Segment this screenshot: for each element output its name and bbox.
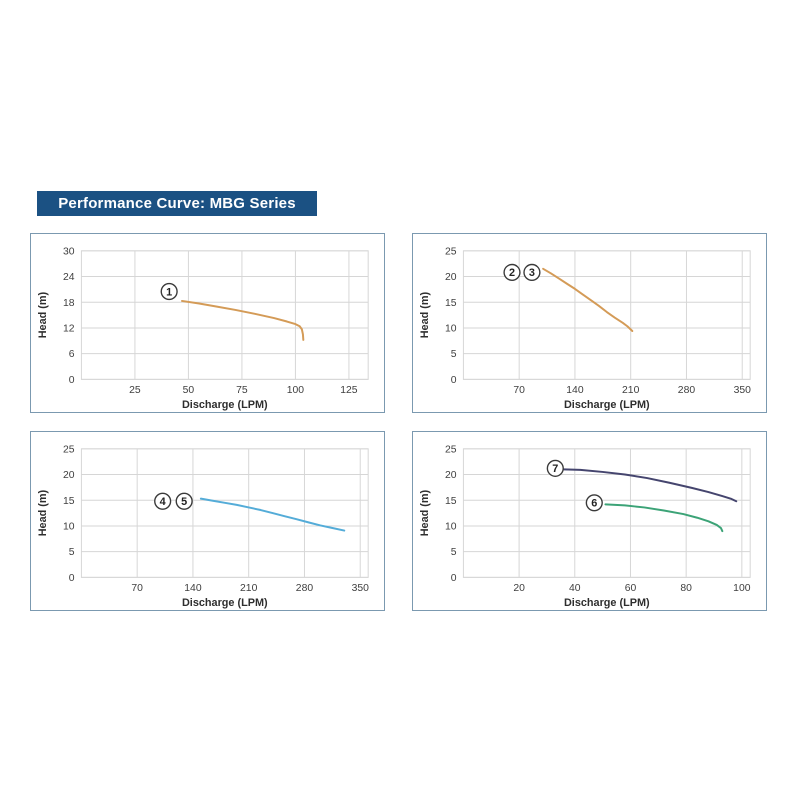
y-tick-label: 30: [63, 246, 75, 257]
curve-label-6: 6: [585, 494, 603, 512]
y-tick-label: 18: [63, 298, 75, 309]
chart-panel-pump-4-5: 0 5 10 15 20 25 70 140 210 280 350 Discharge (LPM) H…: [30, 431, 385, 611]
x-tick-label: 100: [733, 583, 751, 594]
x-tick-label: 40: [569, 583, 581, 594]
x-tick-label: 140: [184, 583, 202, 594]
curve-6: [604, 503, 724, 533]
svg-text:5: 5: [181, 496, 187, 508]
svg-text:7: 7: [552, 463, 558, 475]
y-tick-label: 0: [69, 573, 75, 584]
grid: [462, 448, 751, 578]
curve-label-2: 2: [503, 263, 521, 282]
svg-text:6: 6: [591, 498, 597, 510]
x-tick-label: 350: [352, 583, 370, 594]
curve-2-3: [542, 267, 634, 332]
x-tick-label: 70: [131, 583, 143, 594]
y-axis-title: Head (m): [37, 291, 49, 338]
chart-panel-pump-2-3: 0 5 10 15 20 25 70 140 210 280 350 Discharge (LPM) H…: [412, 233, 767, 413]
axis-ticks: 0 5 10 15 20 25 20 40 60 80 100: [445, 444, 751, 594]
x-tick-label: 50: [183, 385, 195, 396]
y-tick-label: 0: [69, 375, 75, 386]
y-tick-label: 25: [63, 444, 75, 455]
x-tick-label: 140: [566, 385, 584, 396]
y-tick-label: 20: [445, 272, 457, 283]
curve-label-4: 4: [154, 492, 172, 510]
y-tick-label: 10: [63, 522, 75, 533]
y-tick-label: 0: [451, 573, 457, 584]
x-tick-label: 125: [340, 385, 358, 396]
svg-text:3: 3: [529, 267, 535, 279]
x-tick-label: 100: [287, 385, 305, 396]
x-axis-title: Discharge (LPM): [564, 399, 650, 411]
curve-1: [180, 299, 305, 341]
grid: [80, 448, 369, 578]
y-axis-title: Head (m): [37, 489, 49, 536]
chart-canvas: 0 6 12 18 24 30 25 50 75 100 125 Discharge (LPM) Hea…: [37, 246, 369, 411]
y-tick-label: 10: [445, 522, 457, 533]
y-tick-label: 12: [63, 324, 75, 335]
x-axis-title: Discharge (LPM): [564, 597, 650, 609]
x-tick-label: 280: [678, 385, 696, 396]
curve-label-3: 3: [523, 263, 541, 282]
chart-canvas: 0 5 10 15 20 25 70 140 210 280 350 Discharge (LPM) H…: [419, 246, 751, 411]
y-tick-label: 25: [445, 444, 457, 455]
x-axis-title: Discharge (LPM): [182, 399, 268, 411]
x-tick-label: 20: [513, 583, 525, 594]
page-title: Performance Curve: MBG Series: [37, 191, 317, 216]
y-axis-title: Head (m): [419, 489, 431, 536]
curve-7: [562, 468, 738, 503]
x-tick-label: 210: [240, 583, 258, 594]
axis-ticks: 0 6 12 18 24 30 25 50 75 100 125: [63, 246, 358, 396]
y-tick-label: 15: [445, 298, 457, 309]
chart-panel-pump-1: 0 6 12 18 24 30 25 50 75 100 125 Discharge (LPM) Hea…: [30, 233, 385, 413]
chart-canvas: 0 5 10 15 20 25 70 140 210 280 350 Discharge (LPM) H…: [37, 444, 369, 609]
svg-text:1: 1: [166, 286, 172, 298]
y-tick-label: 5: [69, 547, 75, 558]
x-tick-label: 280: [296, 583, 314, 594]
x-tick-label: 25: [129, 385, 141, 396]
x-axis-title: Discharge (LPM): [182, 597, 268, 609]
svg-text:2: 2: [509, 267, 515, 279]
x-tick-label: 60: [625, 583, 637, 594]
axis-ticks: 0 5 10 15 20 25 70 140 210 280 350: [445, 246, 751, 396]
y-axis-title: Head (m): [419, 291, 431, 338]
x-tick-label: 210: [622, 385, 640, 396]
y-tick-label: 25: [445, 246, 457, 257]
curve-label-5: 5: [175, 492, 193, 510]
chart-canvas: 0 5 10 15 20 25 20 40 60 80 100 Discharge (LPM) Head…: [419, 444, 751, 609]
y-tick-label: 24: [63, 272, 75, 283]
y-tick-label: 5: [451, 547, 457, 558]
y-tick-label: 15: [445, 496, 457, 507]
grid: [80, 250, 369, 380]
x-tick-label: 75: [236, 385, 248, 396]
curve-4-5: [199, 497, 346, 532]
curve-label-7: 7: [546, 459, 564, 477]
svg-text:4: 4: [160, 496, 166, 508]
y-tick-label: 6: [69, 349, 75, 360]
y-tick-label: 20: [445, 470, 457, 481]
axis-ticks: 0 5 10 15 20 25 70 140 210 280 350: [63, 444, 369, 594]
y-tick-label: 0: [451, 375, 457, 386]
curve-label-1: 1: [160, 282, 178, 301]
y-tick-label: 5: [451, 349, 457, 360]
y-tick-label: 15: [63, 496, 75, 507]
x-tick-label: 70: [513, 385, 525, 396]
y-tick-label: 10: [445, 324, 457, 335]
y-tick-label: 20: [63, 470, 75, 481]
x-tick-label: 350: [734, 385, 752, 396]
chart-panel-pump-6-7: 0 5 10 15 20 25 20 40 60 80 100 Discharge (LPM) Head…: [412, 431, 767, 611]
x-tick-label: 80: [680, 583, 692, 594]
